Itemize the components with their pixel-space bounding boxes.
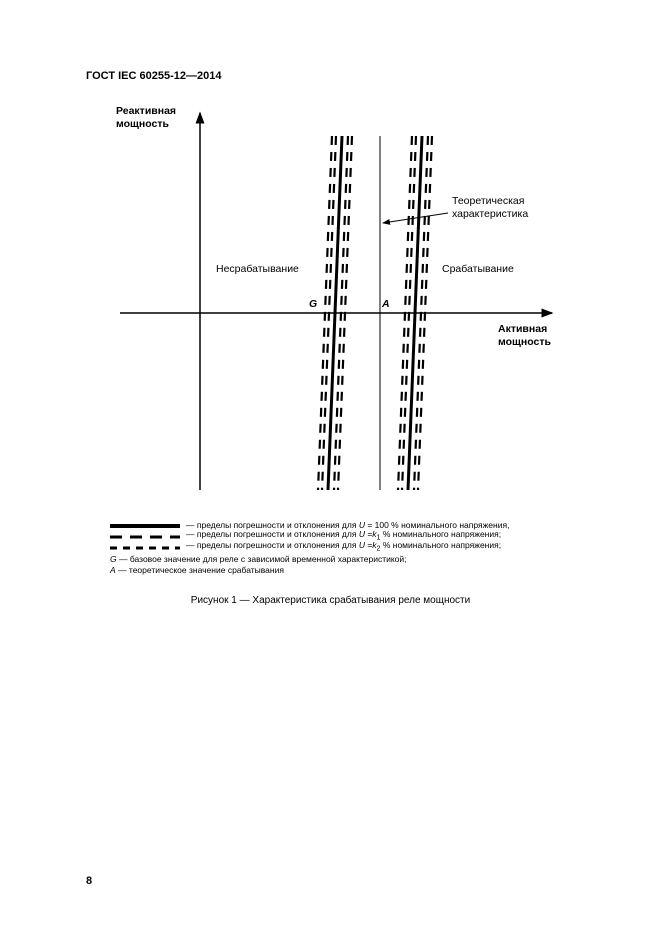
document-header: ГОСТ IEC 60255-12—2014 bbox=[86, 70, 221, 82]
right-zone-label: Срабатывание bbox=[442, 263, 514, 275]
legend-text-3: — пределы погрешности и отклонения для U… bbox=[186, 540, 501, 554]
annotation-label-2: характеристика bbox=[452, 208, 528, 220]
legend-note-g: G — базовое значение для реле с зависимо… bbox=[110, 554, 509, 565]
x-axis-label-2: мощность bbox=[498, 336, 551, 348]
point-a-label: A bbox=[382, 298, 390, 310]
y-axis-label-1: Реактивная bbox=[116, 105, 176, 117]
legend-swatch-solid bbox=[110, 523, 180, 529]
page-number: 8 bbox=[86, 875, 92, 887]
legend-swatch-dash-narrow bbox=[110, 545, 180, 551]
legend-note-a: A — теоретическое значение срабатывания bbox=[110, 565, 509, 576]
x-axis-label-1: Активная bbox=[498, 323, 547, 335]
legend-swatch-dash-wide bbox=[110, 534, 180, 540]
chart-svg bbox=[100, 95, 570, 495]
y-axis-label-2: мощность bbox=[116, 118, 169, 130]
figure-chart: Реактивная мощность Активная мощность Не… bbox=[100, 95, 570, 500]
legend-item-dash-narrow: — пределы погрешности и отклонения для U… bbox=[110, 542, 509, 553]
figure-caption: Рисунок 1 — Характеристика срабатывания … bbox=[0, 595, 661, 606]
left-zone-label: Несрабатывание bbox=[216, 263, 299, 275]
point-g-label: G bbox=[309, 298, 317, 310]
figure-legend: — пределы погрешности и отклонения для U… bbox=[110, 520, 509, 577]
annotation-label-1: Теоретическая bbox=[452, 195, 524, 207]
